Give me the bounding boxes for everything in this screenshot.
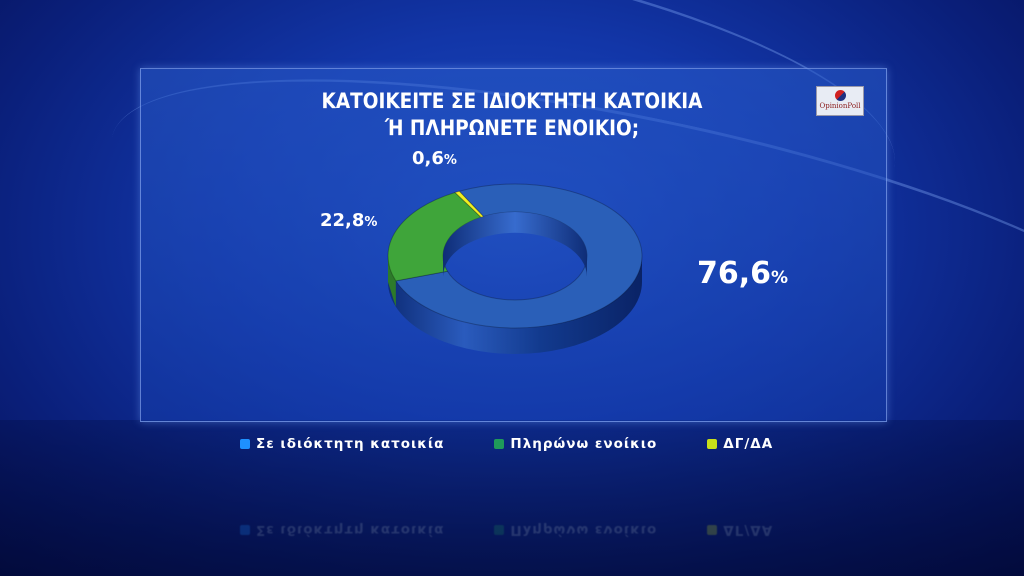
legend-swatch — [240, 439, 250, 449]
logo-text: OpinionPoll — [819, 102, 861, 110]
legend-label: Σε ιδιόκτητη κατοικία — [256, 522, 445, 538]
legend-label: Σε ιδιόκτητη κατοικία — [256, 436, 445, 452]
legend-item-dk: ΔΓ/ΔΑ — [707, 436, 773, 452]
legend-swatch — [240, 525, 250, 535]
data-label-value: 0,6 — [412, 148, 444, 169]
opinionpoll-logo: OpinionPoll — [816, 86, 864, 116]
legend-swatch — [494, 439, 505, 449]
data-label-rent: 22,8% — [320, 210, 377, 231]
legend-reflection: Σε ιδιόκτητη κατοικία Πληρώνω ενοίκιο ΔΓ… — [240, 522, 823, 538]
legend-swatch — [707, 439, 718, 449]
legend-label: Πληρώνω ενοίκιο — [510, 522, 658, 538]
data-label-value: 76,6 — [697, 256, 772, 291]
chart-title: ΚΑΤΟΙΚΕΙΤΕ ΣΕ ΙΔΙΟΚΤΗΤΗ ΚΑΤΟΙΚΙΑ Ή ΠΛΗΡΩ… — [61, 88, 962, 142]
legend-label: ΔΓ/ΔΑ — [723, 522, 774, 538]
legend-label: ΔΓ/ΔΑ — [723, 436, 774, 452]
data-label-owned: 76,6% — [697, 256, 788, 291]
data-label-unit: % — [771, 268, 789, 288]
logo-dot-icon — [834, 90, 846, 101]
title-line-2: Ή ΠΛΗΡΩΝΕΤΕ ΕΝΟΙΚΙΟ; — [384, 116, 640, 140]
reflective-floor — [0, 420, 1024, 576]
legend-item-owned: Σε ιδιόκτητη κατοικία — [240, 436, 444, 452]
legend-swatch — [707, 525, 718, 535]
legend-reflection-item: Πληρώνω ενοίκιο — [494, 522, 657, 538]
donut-hole-wall — [443, 212, 587, 277]
legend-reflection-item: Σε ιδιόκτητη κατοικία — [240, 522, 444, 538]
legend-item-rent: Πληρώνω ενοίκιο — [494, 436, 657, 452]
legend: Σε ιδιόκτητη κατοικία Πληρώνω ενοίκιο ΔΓ… — [240, 436, 823, 452]
donut-outer-side — [388, 256, 642, 354]
slice-side-rent — [388, 256, 396, 307]
chart-panel — [140, 68, 887, 422]
data-label-dk: 0,6% — [412, 148, 457, 169]
data-label-unit: % — [443, 153, 457, 168]
legend-reflection-item: ΔΓ/ΔΑ — [707, 522, 773, 538]
data-label-value: 22,8 — [320, 210, 365, 231]
legend-label: Πληρώνω ενοίκιο — [510, 436, 658, 452]
legend-swatch — [494, 525, 505, 535]
title-line-1: ΚΑΤΟΙΚΕΙΤΕ ΣΕ ΙΔΙΟΚΤΗΤΗ ΚΑΤΟΙΚΙΑ — [321, 89, 703, 113]
data-label-unit: % — [364, 215, 378, 230]
